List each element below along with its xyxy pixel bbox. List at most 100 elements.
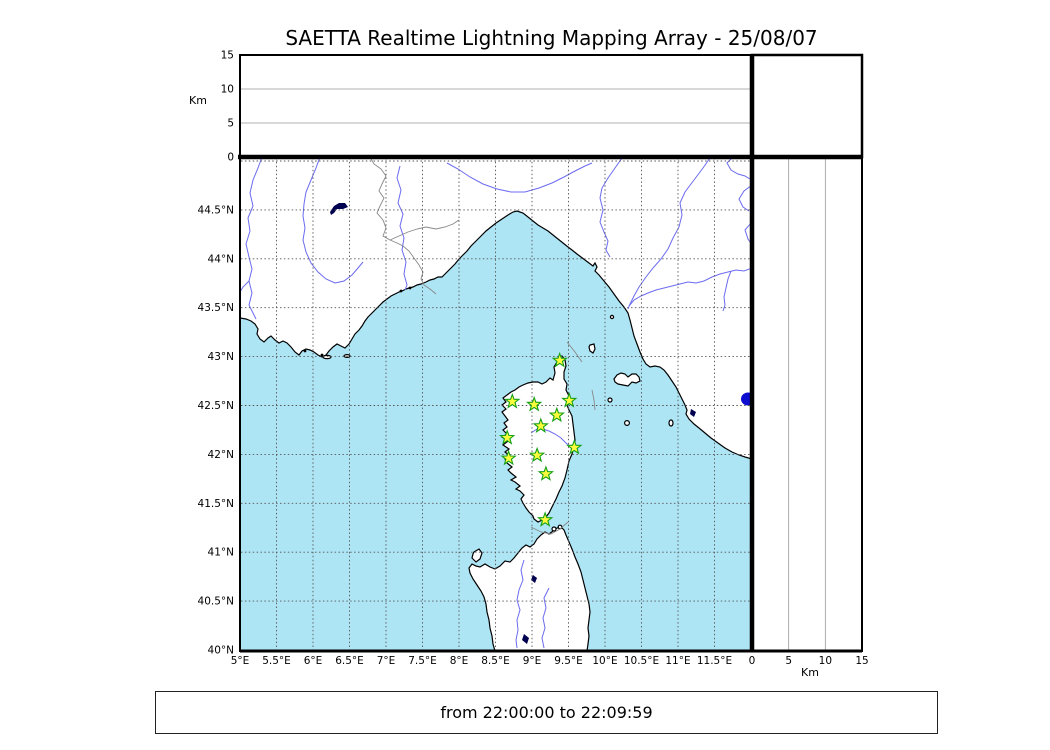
altitude-latitude-panel [788, 158, 826, 650]
river [738, 185, 751, 212]
station-marker [529, 446, 546, 463]
river [396, 165, 408, 291]
lake-serre-poncon [330, 203, 348, 215]
altitude-tick-label: 15 [221, 50, 234, 62]
island-giglio [668, 419, 674, 427]
country-border [370, 158, 437, 295]
harbour-dot [303, 349, 307, 353]
lon-tick-label: 10.5°E [624, 655, 659, 667]
maritime-boundary [530, 521, 569, 535]
panel-frames [238, 53, 864, 653]
grid-layer [241, 158, 751, 650]
lakes-layer [303, 203, 751, 644]
top-panel-gridlines [241, 88, 751, 124]
country-border [389, 219, 460, 241]
river [515, 559, 525, 649]
lon-tick-label: 9°E [523, 655, 542, 667]
top-panel-frame [239, 54, 753, 158]
map-panel [240, 157, 752, 651]
lon-tick-label: 8.5°E [481, 655, 510, 667]
right-panel-gridlines [788, 158, 826, 650]
time-range-box: from 22:00:00 to 22:09:59 [155, 691, 938, 734]
maritime-boundary [566, 341, 583, 363]
right-unit-label: Km [801, 666, 819, 679]
river [241, 280, 250, 292]
lon-tick-label: 7°E [377, 655, 396, 667]
maritime-boundary [591, 389, 596, 411]
right-panel-frame [751, 156, 863, 652]
lon-tick-label: 5.5°E [262, 655, 291, 667]
lat-tick-label: 41.5°N [198, 498, 234, 510]
altitude-tick-label: 10 [221, 84, 234, 96]
river [302, 158, 364, 284]
lat-tick-label: 42°N [208, 449, 234, 461]
lon-tick-label: 11°E [665, 655, 690, 667]
island-sardinia [468, 526, 591, 650]
station-marker [532, 417, 549, 434]
land-layer [241, 158, 751, 650]
lat-tick-label: 41°N [208, 547, 234, 559]
altitude-tick-label: 0 [227, 152, 234, 164]
station-marker [498, 429, 516, 445]
island-capraia [588, 343, 596, 354]
lat-tick-label: 43.5°N [198, 302, 234, 314]
latitude-axis-labels: 40°N 40.5°N 41°N 41.5°N 42°N 42.5°N 43°N 43.5°N… [198, 204, 234, 656]
lon-tick-label: 8°E [450, 655, 469, 667]
lat-tick-label: 43°N [208, 351, 234, 363]
lagoon-orbetello [690, 409, 696, 417]
harbour-dot [399, 289, 403, 293]
lake-bolsena [741, 392, 751, 406]
lon-tick-label: 5°E [231, 655, 250, 667]
lon-tick-label: 10°E [592, 655, 617, 667]
island-elba [613, 372, 641, 387]
corner-panel-frame [750, 53, 864, 159]
lon-tick-label: 6°E [304, 655, 323, 667]
station-marker [561, 391, 578, 408]
station-marker [504, 393, 521, 409]
borders-layer [370, 158, 596, 535]
river [726, 158, 751, 180]
station-marker [525, 395, 543, 412]
right-km-axis-labels: 0 5 10 15 [749, 655, 869, 667]
lat-tick-label: 44.5°N [198, 204, 234, 216]
right-km-tick-label: 0 [749, 655, 756, 667]
harbour-dot [320, 353, 324, 357]
lon-tick-label: 9.5°E [554, 655, 583, 667]
lat-tick-label: 40.5°N [198, 596, 234, 608]
lat-tick-label: 44°N [208, 253, 234, 265]
right-km-tick-label: 15 [855, 655, 868, 667]
coastline-mainland [241, 158, 751, 460]
rivers-layer [241, 158, 751, 649]
page-title: SAETTA Realtime Lightning Mapping Array … [285, 26, 818, 50]
island-maddalena [551, 526, 557, 532]
time-range-text: from 22:00:00 to 22:09:59 [440, 703, 653, 722]
lake-sardinia [531, 575, 537, 583]
island-gorgona [609, 314, 615, 320]
right-km-tick-label: 5 [785, 655, 792, 667]
altitude-axis-labels: 0 5 10 15 [221, 50, 234, 164]
station-marker [537, 465, 554, 481]
altitude-tick-label: 5 [227, 118, 234, 130]
river [599, 158, 623, 258]
river [446, 162, 593, 193]
lake-sardinia [522, 634, 529, 644]
river [627, 158, 711, 310]
island-pianosa [607, 397, 613, 403]
station-marker [551, 351, 568, 368]
lon-tick-label: 11.5°E [697, 655, 732, 667]
island-hyeres [343, 354, 351, 359]
river [245, 158, 263, 320]
station-marker [500, 449, 517, 466]
lon-tick-label: 7.5°E [408, 655, 437, 667]
right-km-tick-label: 10 [819, 655, 832, 667]
lat-tick-label: 42.5°N [198, 400, 234, 412]
lon-tick-label: 6.5°E [335, 655, 364, 667]
station-marker [536, 511, 554, 527]
station-marker [566, 439, 583, 455]
altitude-unit-label: Km [189, 94, 207, 107]
harbour-dot [408, 286, 412, 290]
longitude-axis-labels: 5°E 5.5°E 6°E 6.5°E 7°E 7.5°E 8°E 8.5°E 9°E 9.5°E… [231, 655, 732, 667]
station-marker [548, 406, 566, 423]
